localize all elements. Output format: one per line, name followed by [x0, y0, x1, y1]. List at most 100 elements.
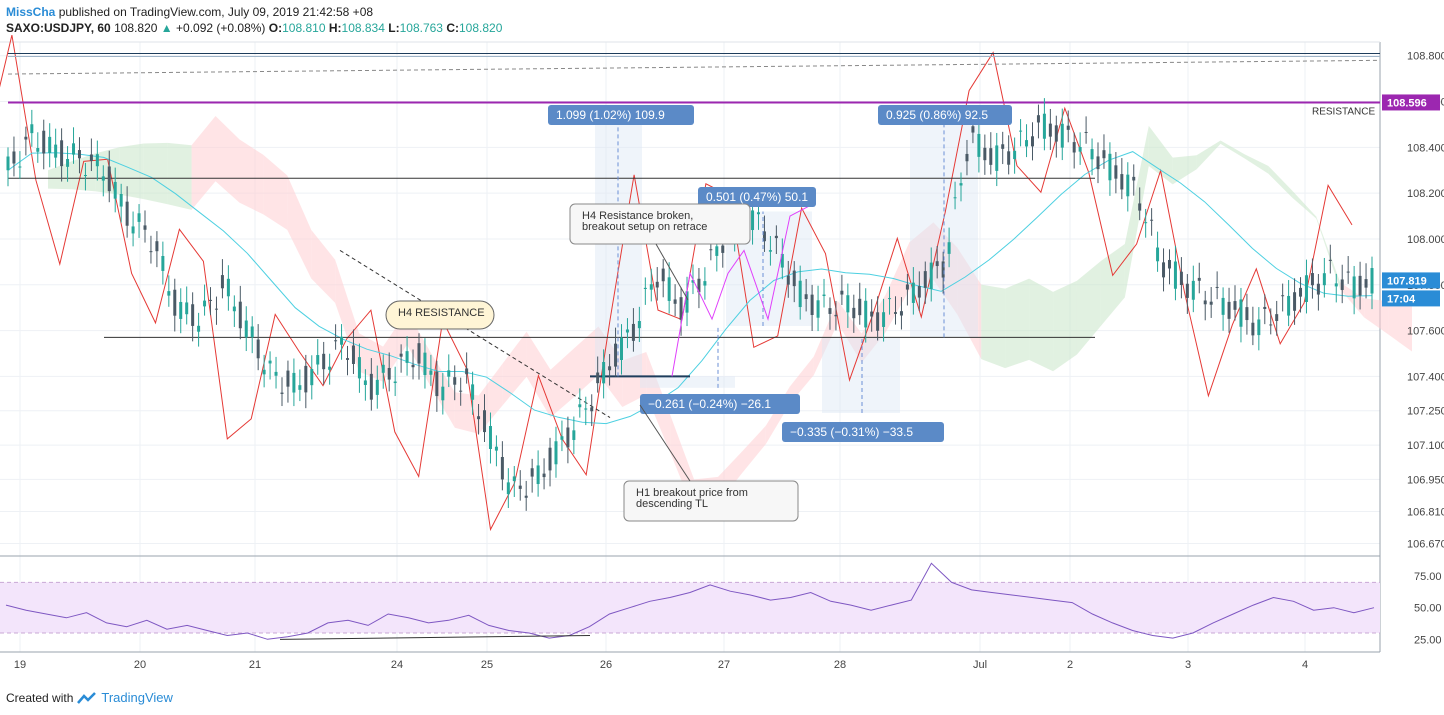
- price-chart[interactable]: 108.800108.600108.400108.200108.000107.8…: [0, 0, 1444, 690]
- candle-body: [697, 278, 701, 293]
- y-tick-label: 107.100: [1407, 440, 1444, 452]
- candle-body: [387, 367, 391, 380]
- cloud-segment: [574, 326, 599, 397]
- x-tick-label: 20: [134, 659, 146, 671]
- x-tick-label: 24: [391, 659, 403, 671]
- candle-body: [1197, 277, 1201, 281]
- candle-body: [1287, 295, 1291, 316]
- annotation-labels: 1.099 (1.02%) 109.9 0.925 (0.86%) 92.5 0.5…: [385, 105, 1012, 522]
- countdown-tag: 17:04: [1387, 293, 1416, 305]
- candle-body: [203, 300, 207, 307]
- candle-body: [346, 358, 350, 360]
- candle-body: [1084, 131, 1088, 133]
- candle-body: [756, 212, 760, 215]
- candle-body: [12, 151, 16, 164]
- rsi-pane: [0, 562, 1380, 640]
- rsi-tick-label: 75.00: [1414, 571, 1442, 583]
- candle-body: [1108, 153, 1112, 181]
- candle-body: [417, 343, 421, 364]
- candle-body: [1316, 283, 1320, 295]
- candle-body: [518, 485, 522, 489]
- candle-body: [840, 290, 844, 295]
- cloud-segment: [48, 161, 72, 190]
- candle-body: [447, 370, 451, 377]
- candle-body: [685, 291, 689, 313]
- candle-body: [602, 361, 606, 384]
- cloud-segment: [1196, 140, 1221, 170]
- candle-body: [1126, 174, 1130, 197]
- annotation-callout: [569, 203, 751, 245]
- candle-body: [1132, 176, 1136, 181]
- candle-body: [643, 287, 647, 289]
- candle-body: [852, 307, 856, 319]
- rsi-tick-label: 50.00: [1414, 603, 1442, 615]
- cloud-segment: [1388, 301, 1412, 352]
- cloud-segment: [167, 142, 192, 210]
- candle-body: [244, 320, 248, 338]
- author-name[interactable]: MissCha: [6, 5, 56, 19]
- candle-body: [1120, 174, 1124, 190]
- candle-body: [1030, 136, 1034, 147]
- candle-body: [209, 299, 213, 301]
- candle-body: [453, 377, 457, 385]
- x-tick-label: 19: [14, 659, 26, 671]
- y-tick-label: 107.600: [1407, 326, 1444, 338]
- candle-body: [72, 143, 76, 155]
- candle-body: [1203, 300, 1207, 305]
- candle-body: [220, 275, 224, 289]
- candle-body: [328, 366, 332, 370]
- candle-body: [107, 166, 111, 192]
- candle-body: [185, 302, 189, 315]
- candle-body: [274, 371, 278, 376]
- candle-body: [608, 366, 612, 371]
- candle-body: [393, 381, 397, 384]
- indicator-lines: [0, 34, 1381, 532]
- candle-body: [691, 280, 695, 283]
- candle-body: [262, 369, 266, 375]
- candle-body: [179, 301, 183, 319]
- tradingview-brand[interactable]: TradingView: [101, 690, 173, 705]
- candle-body: [1245, 307, 1249, 321]
- candle-body: [465, 368, 469, 375]
- cloud-segment: [885, 242, 910, 333]
- candle-body: [816, 300, 820, 318]
- candle-body: [250, 326, 254, 338]
- candle-body: [751, 210, 755, 231]
- up-arrow-icon: ▲: [160, 21, 173, 35]
- swing-path-line: [671, 204, 813, 377]
- candle-body: [512, 476, 516, 482]
- candle-body: [977, 133, 981, 157]
- measure-label-bg: [782, 422, 944, 442]
- candle-body: [935, 261, 939, 267]
- candle-body: [1042, 113, 1046, 139]
- candle-body: [548, 447, 552, 471]
- candle-body: [173, 289, 177, 316]
- rsi-tick-label: 25.00: [1414, 634, 1442, 646]
- measure-label-bg: [878, 105, 1012, 125]
- candle-body: [24, 136, 28, 140]
- candle-body: [101, 176, 105, 181]
- candle-body: [125, 201, 129, 226]
- candle-body: [256, 339, 260, 359]
- candle-body: [268, 360, 272, 364]
- candle-body: [48, 136, 52, 153]
- candle-body: [679, 297, 683, 320]
- x-tick-label: 25: [481, 659, 493, 671]
- cloud-segment: [526, 331, 551, 418]
- candle-body: [893, 312, 897, 314]
- candle-body: [1019, 130, 1023, 132]
- candle-body: [625, 329, 629, 333]
- candle-body: [42, 130, 46, 154]
- candle-body: [155, 241, 159, 252]
- candle-body: [292, 372, 296, 393]
- candle-body: [143, 225, 147, 230]
- measure-label-bg: [698, 187, 816, 207]
- current-price-tag: 107.819: [1387, 275, 1427, 287]
- axes: 108.800108.600108.400108.200108.000107.8…: [14, 51, 1444, 671]
- candle-body: [661, 268, 665, 282]
- candle-body: [322, 353, 326, 370]
- candle-body: [715, 246, 719, 256]
- candle-body: [191, 304, 195, 326]
- candle-body: [1191, 280, 1195, 300]
- candle-body: [30, 124, 34, 134]
